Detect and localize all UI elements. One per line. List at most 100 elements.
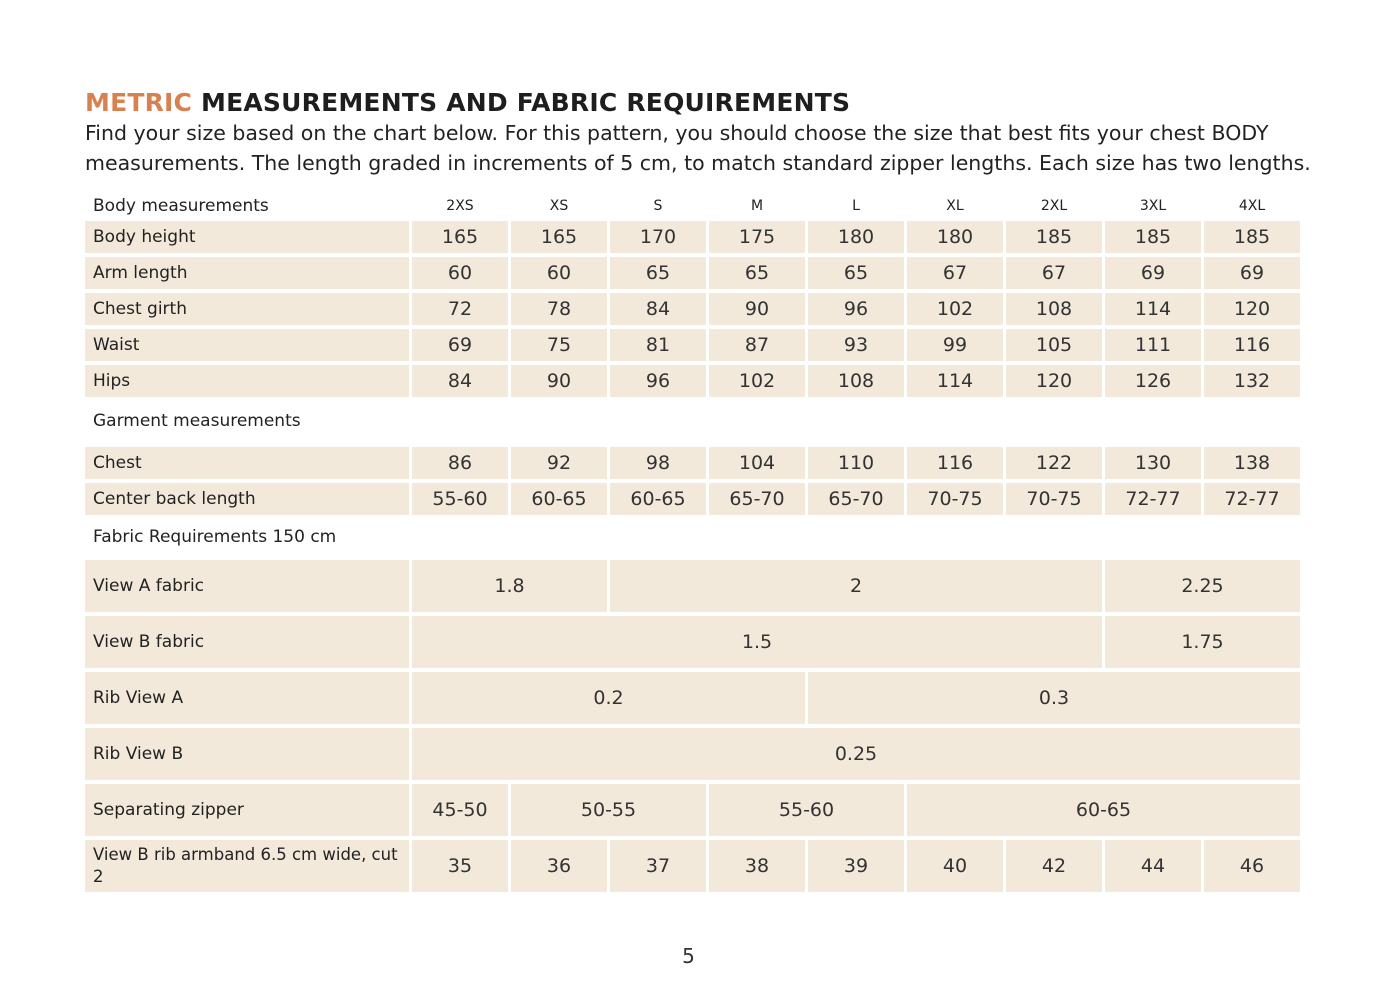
table-cell: 75 [511,329,607,361]
table-cell: 180 [808,221,904,253]
table-cell: 37 [610,840,706,892]
fabric-heading: Fabric Requirements 150 cm [93,527,337,547]
table-cell: 45-50 [412,784,508,836]
table-cell: 132 [1204,365,1300,397]
row-label: Rib View A [85,672,409,724]
row-label: Rib View B [85,728,409,780]
garment-measurements-table: Chest 86 92 98 104 110 116 122 130 138 Center back… [85,447,1300,515]
size-header: 4XL [1238,198,1266,214]
table-cell: 55-60 [412,483,508,515]
table-cell: 185 [1204,221,1300,253]
table-cell: 1.75 [1105,616,1300,668]
size-header: XL [946,198,964,214]
size-header: 2XL [1040,198,1068,214]
table-cell: 99 [907,329,1003,361]
table-cell: 104 [709,447,805,479]
table-cell: 60 [412,257,508,289]
row-label: Arm length [85,257,409,289]
table-cell: 46 [1204,840,1300,892]
table-cell: 60-65 [907,784,1300,836]
table-cell: 60 [511,257,607,289]
table-cell: 55-60 [709,784,904,836]
table-cell: 69 [1204,257,1300,289]
table-cell: 1.8 [412,560,607,612]
table-cell: 72-77 [1204,483,1300,515]
size-header: 2XS [446,198,474,214]
table-cell: 78 [511,293,607,325]
table-cell: 2.25 [1105,560,1300,612]
table-cell: 105 [1006,329,1102,361]
table-cell: 120 [1006,365,1102,397]
row-label: Center back length [85,483,409,515]
fabric-requirements-table: View A fabric 1.8 2 2.25 View B fabric 1.5 1.7… [85,560,1300,892]
table-cell: 110 [808,447,904,479]
table-cell: 40 [907,840,1003,892]
table-cell: 60-65 [511,483,607,515]
table-cell: 0.3 [808,672,1300,724]
table-cell: 116 [1204,329,1300,361]
table-cell: 108 [808,365,904,397]
table-cell: 138 [1204,447,1300,479]
table-cell: 38 [709,840,805,892]
table-cell: 87 [709,329,805,361]
row-label: View B rib armband 6.5 cm wide, cut 2 [85,840,409,892]
table-cell: 60-65 [610,483,706,515]
table-cell: 180 [907,221,1003,253]
table-cell: 84 [412,365,508,397]
table-cell: 81 [610,329,706,361]
table-cell: 108 [1006,293,1102,325]
intro-text: Find your size based on the chart below.… [85,121,1311,175]
table-cell: 70-75 [907,483,1003,515]
table-cell: 90 [511,365,607,397]
table-cell: 35 [412,840,508,892]
table-cell: 98 [610,447,706,479]
row-label: View A fabric [85,560,409,612]
table-cell: 72-77 [1105,483,1201,515]
table-cell: 65-70 [709,483,805,515]
table-cell: 84 [610,293,706,325]
table-cell: 65-70 [808,483,904,515]
size-header: XS [549,198,569,214]
table-cell: 165 [511,221,607,253]
table-cell: 69 [412,329,508,361]
table-cell: 185 [1105,221,1201,253]
table-cell: 93 [808,329,904,361]
table-cell: 50-55 [511,784,706,836]
size-table: Body measurements 2XS XS S M L XL 2XL 3XL 4XL Body… [85,195,1300,892]
table-cell: 69 [1105,257,1201,289]
table-cell: 65 [709,257,805,289]
table-cell: 67 [1006,257,1102,289]
row-label: Hips [85,365,409,397]
row-label: Body height [85,221,409,253]
table-cell: 122 [1006,447,1102,479]
table-cell: 92 [511,447,607,479]
garment-heading: Garment measurements [93,411,301,431]
size-header: L [852,198,860,214]
table-cell: 0.2 [412,672,805,724]
table-cell: 185 [1006,221,1102,253]
table-cell: 42 [1006,840,1102,892]
row-label: Chest girth [85,293,409,325]
table-cell: 1.5 [412,616,1102,668]
table-cell: 120 [1204,293,1300,325]
table-cell: 126 [1105,365,1201,397]
table-cell: 96 [808,293,904,325]
table-cell: 165 [412,221,508,253]
body-heading: Body measurements [93,196,269,216]
table-cell: 0.25 [412,728,1300,780]
page-number: 5 [682,944,695,968]
table-cell: 114 [907,365,1003,397]
size-header: S [653,198,663,214]
table-cell: 102 [907,293,1003,325]
table-cell: 130 [1105,447,1201,479]
table-cell: 102 [709,365,805,397]
table-cell: 65 [610,257,706,289]
row-label: View B fabric [85,616,409,668]
table-cell: 39 [808,840,904,892]
table-cell: 65 [808,257,904,289]
size-header: 3XL [1139,198,1167,214]
table-cell: 111 [1105,329,1201,361]
row-label: Waist [85,329,409,361]
table-cell: 114 [1105,293,1201,325]
table-cell: 67 [907,257,1003,289]
